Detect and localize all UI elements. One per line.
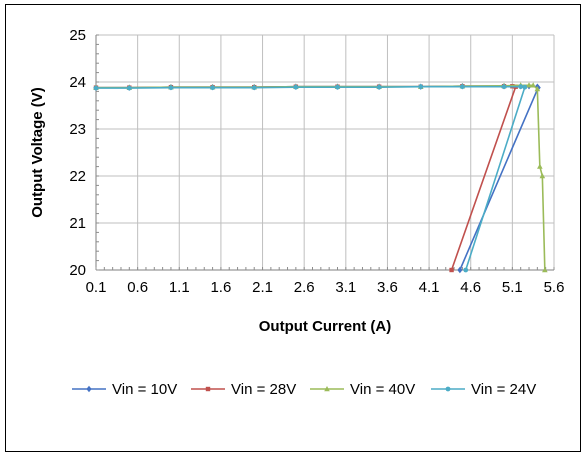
legend-entry: Vin = 40V <box>310 381 415 398</box>
data-point <box>293 84 299 90</box>
x-tick-label: 3.6 <box>377 279 398 296</box>
legend-marker <box>86 385 92 393</box>
y-tick-label: 24 <box>69 74 86 91</box>
data-point <box>449 267 454 273</box>
data-point <box>126 85 132 91</box>
x-tick-label: 1.6 <box>210 279 231 296</box>
data-point <box>251 85 257 91</box>
x-tick-label: 0.6 <box>127 279 148 296</box>
x-tick-label: 5.1 <box>502 279 523 296</box>
y-tick-label: 25 <box>69 27 86 44</box>
legend-entry: Vin = 24V <box>431 381 536 398</box>
x-tick-label: 5.6 <box>544 279 565 296</box>
y-tick-label: 23 <box>69 121 86 138</box>
legend-label: Vin = 40V <box>350 381 415 398</box>
data-point <box>335 84 340 90</box>
series-4 <box>93 84 528 273</box>
series-line <box>96 85 517 271</box>
data-point <box>463 267 469 273</box>
axes <box>95 35 554 271</box>
x-tick-label: 4.1 <box>419 279 440 296</box>
legend-marker <box>205 386 211 392</box>
data-point <box>526 82 532 88</box>
y-tick-label: 22 <box>69 168 86 185</box>
legend-entry: Vin = 28V <box>191 381 296 398</box>
data-point <box>93 85 99 91</box>
chart-frame: 0.1 0.6 1.1 1.6 2.1 2.6 3.1 3.6 4.1 4.6 5.1 5.6 20 2… <box>5 4 581 452</box>
x-tick-label: 2.1 <box>252 279 273 296</box>
grid-lines <box>96 34 555 270</box>
data-point <box>376 84 382 90</box>
data-point <box>539 173 546 179</box>
series-layer <box>93 82 548 274</box>
series-line <box>96 85 526 271</box>
x-tick-labels: 0.1 0.6 1.1 1.6 2.1 2.6 3.1 3.6 4.1 4.6 5.1 5.6 <box>86 279 565 296</box>
data-point <box>418 84 424 90</box>
x-tick-label: 1.1 <box>169 279 190 296</box>
y-tick-label: 21 <box>69 215 86 232</box>
y-tick-labels: 20 21 22 23 24 25 <box>69 27 86 279</box>
data-point <box>501 84 507 90</box>
y-tick-label: 20 <box>69 262 86 279</box>
data-point <box>210 85 215 91</box>
data-point <box>534 86 541 92</box>
x-tick-label: 2.6 <box>294 279 315 296</box>
y-axis-title: Output Voltage (V) <box>29 87 46 218</box>
legend-label: Vin = 28V <box>231 381 296 398</box>
legend: Vin = 10V Vin = 28V Vin = 40V Vin = 24V <box>72 381 536 398</box>
data-point <box>460 84 465 90</box>
data-point <box>522 84 528 90</box>
data-point <box>530 82 536 88</box>
data-point <box>542 267 548 273</box>
data-point <box>457 266 463 274</box>
series-2 <box>93 84 518 273</box>
x-tick-label: 0.1 <box>86 279 107 296</box>
data-point <box>537 163 543 169</box>
data-point <box>518 84 524 90</box>
series-line <box>96 85 539 271</box>
x-tick-label: 4.6 <box>460 279 481 296</box>
line-chart: 0.1 0.6 1.1 1.6 2.1 2.6 3.1 3.6 4.1 4.6 5.1 5.6 202… <box>29 27 565 398</box>
x-axis-title: Output Current (A) <box>259 318 391 335</box>
legend-label: Vin = 10V <box>112 381 177 398</box>
legend-entry: Vin = 10V <box>72 381 177 398</box>
minor-ticks <box>95 34 555 271</box>
legend-label: Vin = 24V <box>471 381 536 398</box>
legend-marker <box>324 386 330 392</box>
series-line <box>96 84 546 271</box>
data-point <box>168 85 174 91</box>
x-tick-label: 3.1 <box>335 279 356 296</box>
legend-marker <box>445 386 451 392</box>
series-3 <box>93 82 548 273</box>
